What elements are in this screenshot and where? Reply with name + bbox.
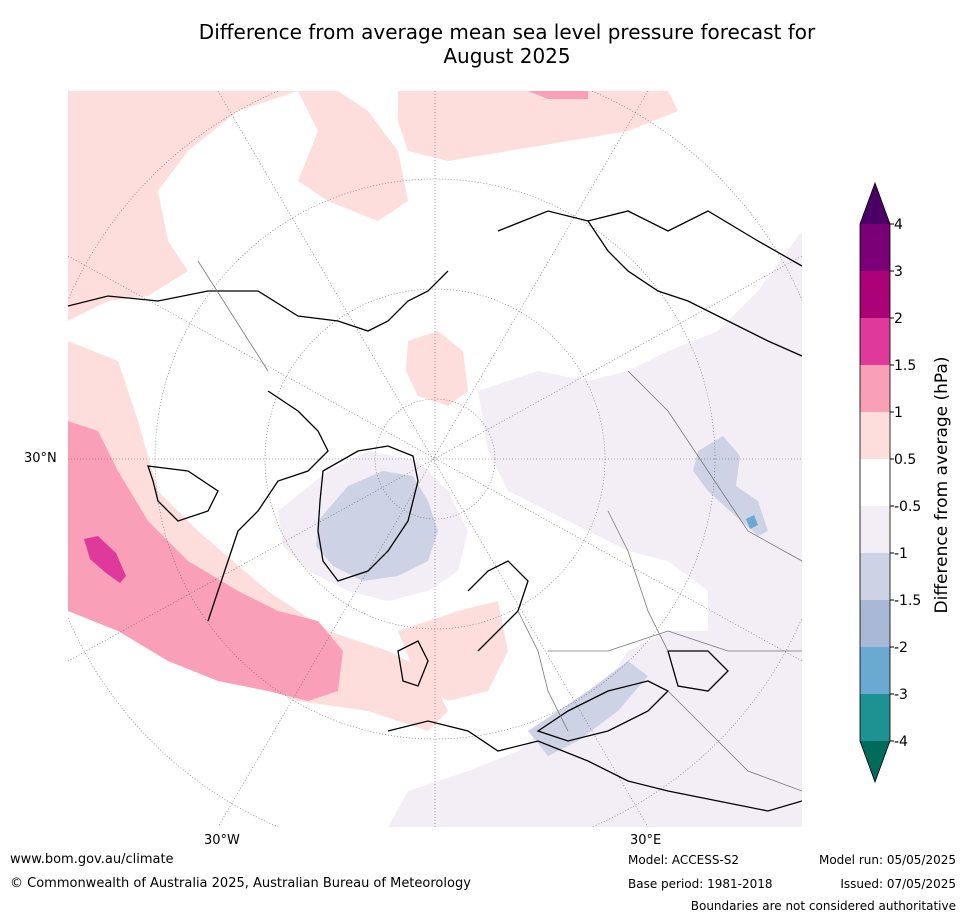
anomaly-region-barents xyxy=(406,331,468,406)
anomaly-region-eurasia-weak-low xyxy=(388,231,802,827)
coastlines xyxy=(68,210,802,812)
colorbar-bin--4_-3 xyxy=(860,694,890,741)
colorbar-bin--1_-0.5 xyxy=(860,506,890,553)
colorbar-tick-label: 1.5 xyxy=(894,358,916,374)
colorbar-tick-label: 0.5 xyxy=(894,452,916,468)
colorbar-bin-1.5_2 xyxy=(860,318,890,365)
anomaly-region-siberia-low xyxy=(693,436,768,536)
colorbar-bin--2_-1.5 xyxy=(860,600,890,647)
footer-base-period: Base period: 1981-2018 xyxy=(628,877,773,891)
colorbar-extend-min xyxy=(860,741,890,782)
colorbar: 4 3 2 1.5 1 0.5 -0.5 -1 -1.5 -2 -3 -4 xyxy=(859,181,921,784)
colorbar-tick-label: -3 xyxy=(894,687,908,703)
pressure-anomaly-map xyxy=(68,91,802,827)
anomaly-region-greenland-low xyxy=(316,471,438,581)
anomaly-region-pacific-core xyxy=(84,536,126,583)
anomaly-region-arctic-ring xyxy=(298,91,408,221)
footer-model: Model: ACCESS-S2 xyxy=(628,853,740,867)
label-30n: 30°N xyxy=(24,451,57,466)
colorbar-tick-label: -4 xyxy=(894,734,908,750)
title-line-2: August 2025 xyxy=(443,44,571,68)
anomaly-region-lake-baikal xyxy=(746,515,758,529)
label-30e: 30°E xyxy=(630,833,662,848)
anomaly-region-pacific-high xyxy=(68,421,343,701)
colorbar-tick-label: 2 xyxy=(894,311,903,327)
anomaly-region-top-right xyxy=(398,91,678,161)
colorbar-extend-max xyxy=(860,183,890,224)
label-30w: 30°W xyxy=(204,833,240,848)
colorbar-bin--0.5_0.5 xyxy=(860,459,890,506)
anomaly-region-top-pink xyxy=(528,91,588,99)
footer-url: www.bom.gov.au/climate xyxy=(10,852,174,867)
footer-model-run: Model run: 05/05/2025 xyxy=(818,853,956,867)
anomaly-region-mediterranean-low xyxy=(528,661,648,756)
title-line-1: Difference from average mean sea level p… xyxy=(198,20,816,44)
country-borders xyxy=(197,260,802,792)
colorbar-bin-1_1.5 xyxy=(860,365,890,412)
footer-copyright: © Commonwealth of Australia 2025, Austra… xyxy=(10,876,471,891)
footer-disclaimer: Boundaries are not considered authoritat… xyxy=(690,899,956,913)
colorbar-title: Difference from average (hPa) xyxy=(932,356,952,614)
colorbar-tick-label: -0.5 xyxy=(894,499,921,515)
colorbar-tick-label: 3 xyxy=(894,264,903,280)
graticule xyxy=(68,91,802,827)
colorbar-bin--3_-2 xyxy=(860,647,890,694)
anomaly-region-europe-west xyxy=(398,601,508,701)
colorbar-tick-label: -2 xyxy=(894,640,908,656)
colorbar-tick-label: -1.5 xyxy=(894,593,921,609)
colorbar-bin-0.5_1 xyxy=(860,412,890,459)
colorbar-tick-label: 1 xyxy=(894,405,903,421)
colorbar-bin-2_3 xyxy=(860,271,890,318)
anomaly-region-north-pacific xyxy=(68,91,298,321)
colorbar-bin--1.5_-1 xyxy=(860,553,890,600)
map-title: Difference from average mean sea level p… xyxy=(0,20,965,68)
colorbar-tick-label: 4 xyxy=(894,217,903,233)
colorbar-tick-label: -1 xyxy=(894,546,908,562)
footer-issued: Issued: 07/05/2025 xyxy=(840,877,956,891)
colorbar-bin-3_4 xyxy=(860,224,890,271)
